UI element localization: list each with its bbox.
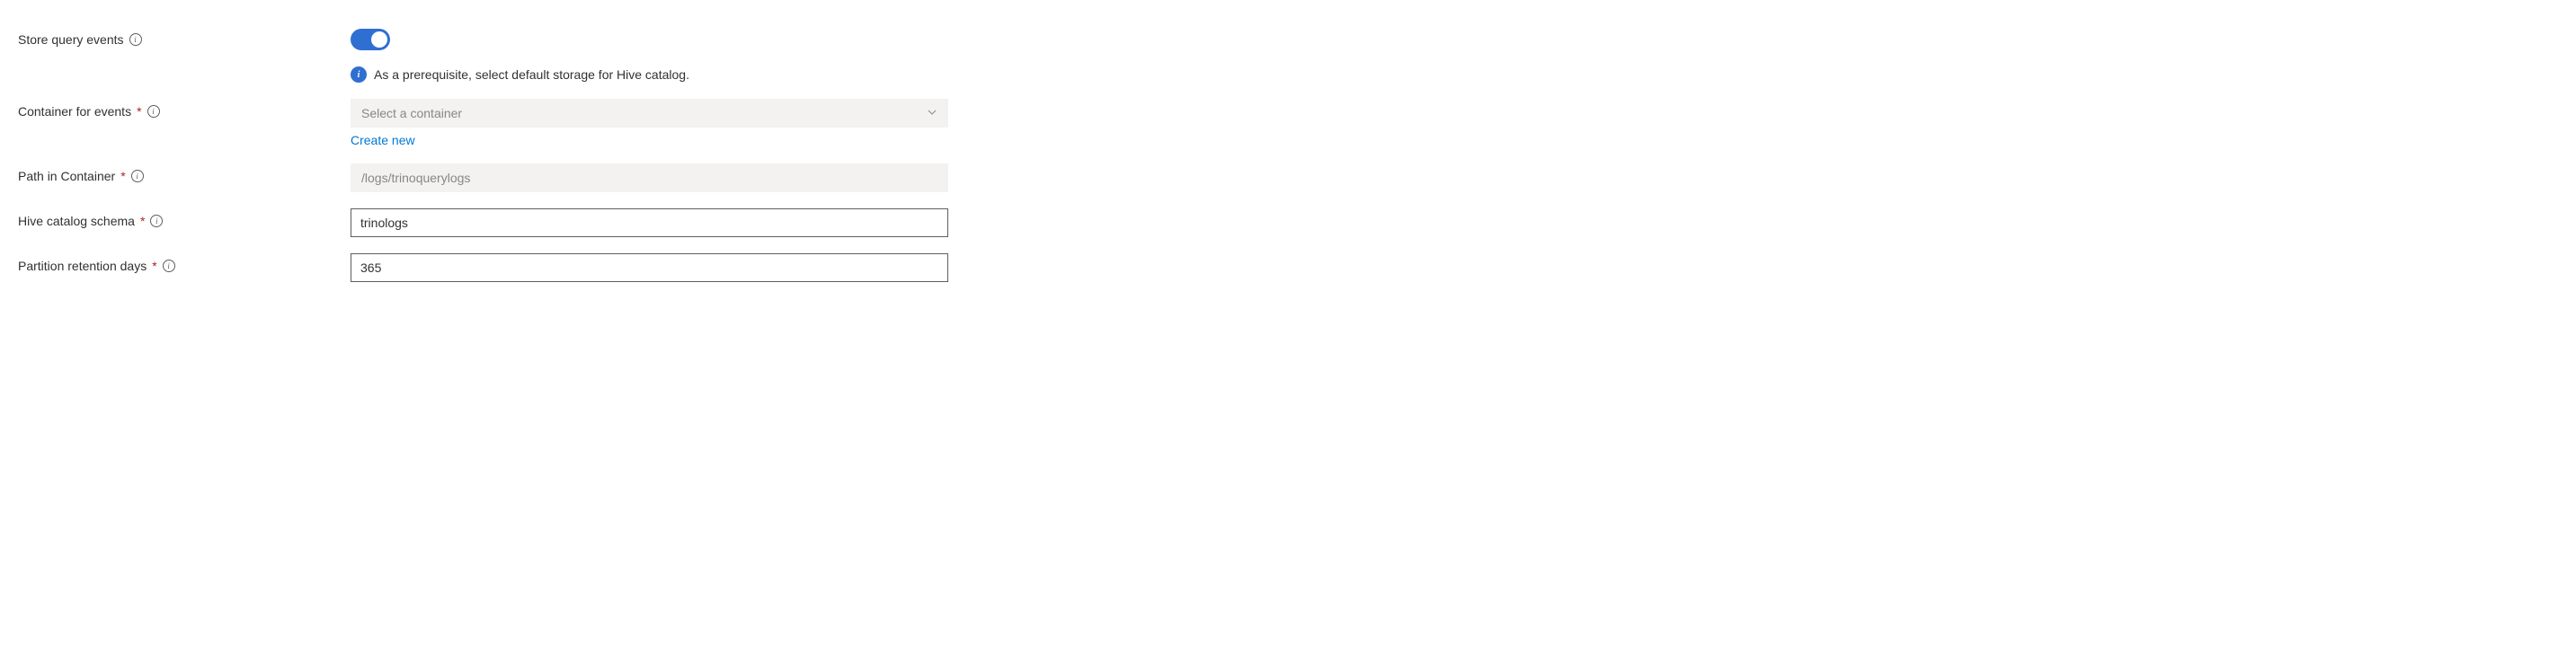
partition-retention-days-input[interactable] [351, 253, 948, 282]
info-badge-icon: i [351, 66, 367, 83]
required-marker: * [137, 104, 141, 119]
create-new-link[interactable]: Create new [351, 133, 415, 147]
path-placeholder: /logs/trinoquerylogs [361, 171, 470, 185]
path-in-container-label: Path in Container [18, 169, 115, 183]
path-in-container-label-group: Path in Container * i [18, 163, 351, 183]
hive-catalog-schema-label-group: Hive catalog schema * i [18, 208, 351, 228]
container-select[interactable]: Select a container [351, 99, 948, 128]
hive-catalog-schema-label: Hive catalog schema [18, 214, 135, 228]
hive-catalog-schema-input[interactable] [351, 208, 948, 237]
required-marker: * [152, 259, 156, 273]
store-query-events-label-group: Store query events i [18, 27, 351, 47]
prerequisite-message: i As a prerequisite, select default stor… [351, 66, 948, 83]
container-select-placeholder: Select a container [361, 106, 462, 120]
prerequisite-text: As a prerequisite, select default storag… [374, 67, 689, 82]
required-marker: * [120, 169, 125, 183]
toggle-knob [371, 31, 387, 48]
container-for-events-label: Container for events [18, 104, 131, 119]
info-icon[interactable]: i [150, 215, 163, 227]
store-query-events-toggle[interactable] [351, 29, 390, 50]
container-for-events-label-group: Container for events * i [18, 99, 351, 119]
partition-retention-days-label-group: Partition retention days * i [18, 253, 351, 273]
store-query-events-label: Store query events [18, 32, 124, 47]
info-icon[interactable]: i [129, 33, 142, 46]
chevron-down-icon [927, 106, 937, 120]
required-marker: * [140, 214, 145, 228]
partition-retention-days-label: Partition retention days [18, 259, 147, 273]
info-icon[interactable]: i [147, 105, 160, 118]
info-icon[interactable]: i [131, 170, 144, 182]
path-in-container-input: /logs/trinoquerylogs [351, 163, 948, 192]
info-icon[interactable]: i [163, 260, 175, 272]
